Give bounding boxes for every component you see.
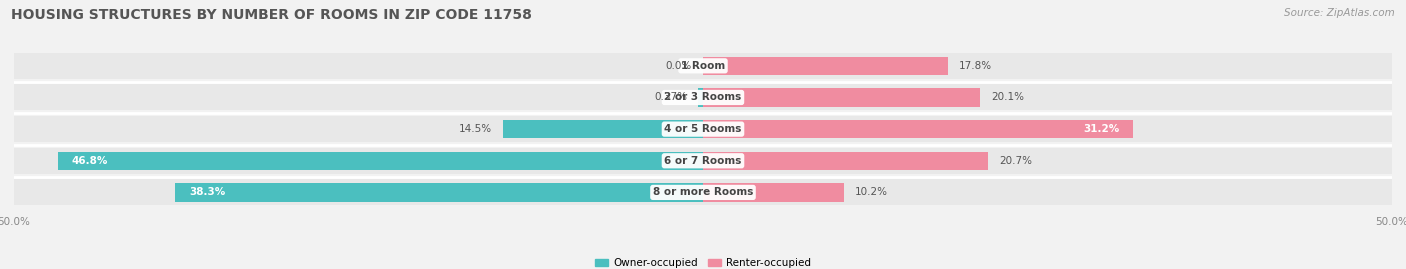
Text: 1 Room: 1 Room (681, 61, 725, 71)
Text: 38.3%: 38.3% (188, 187, 225, 197)
Bar (697, 88, 703, 107)
Text: 31.2%: 31.2% (1083, 124, 1119, 134)
Legend: Owner-occupied, Renter-occupied: Owner-occupied, Renter-occupied (591, 254, 815, 269)
Text: 4 or 5 Rooms: 4 or 5 Rooms (664, 124, 742, 134)
Bar (14, 148, 1392, 174)
Bar (58, 152, 703, 170)
Text: HOUSING STRUCTURES BY NUMBER OF ROOMS IN ZIP CODE 11758: HOUSING STRUCTURES BY NUMBER OF ROOMS IN… (11, 8, 531, 22)
Text: Source: ZipAtlas.com: Source: ZipAtlas.com (1284, 8, 1395, 18)
Bar (703, 152, 988, 170)
Text: 8 or more Rooms: 8 or more Rooms (652, 187, 754, 197)
Text: 14.5%: 14.5% (460, 124, 492, 134)
Bar (703, 88, 980, 107)
Text: 6 or 7 Rooms: 6 or 7 Rooms (664, 156, 742, 166)
Bar (703, 57, 948, 75)
Bar (14, 53, 1392, 79)
Text: 46.8%: 46.8% (72, 156, 108, 166)
Text: 17.8%: 17.8% (959, 61, 993, 71)
Text: 20.1%: 20.1% (991, 93, 1024, 102)
Bar (703, 120, 1133, 138)
Bar (503, 120, 703, 138)
Bar (14, 179, 1392, 206)
Bar (176, 183, 703, 201)
Text: 20.7%: 20.7% (1000, 156, 1032, 166)
Bar (14, 84, 1392, 111)
Bar (14, 116, 1392, 142)
Text: 0.37%: 0.37% (654, 93, 688, 102)
Text: 10.2%: 10.2% (855, 187, 887, 197)
Bar (703, 183, 844, 201)
Text: 2 or 3 Rooms: 2 or 3 Rooms (665, 93, 741, 102)
Text: 0.0%: 0.0% (665, 61, 692, 71)
